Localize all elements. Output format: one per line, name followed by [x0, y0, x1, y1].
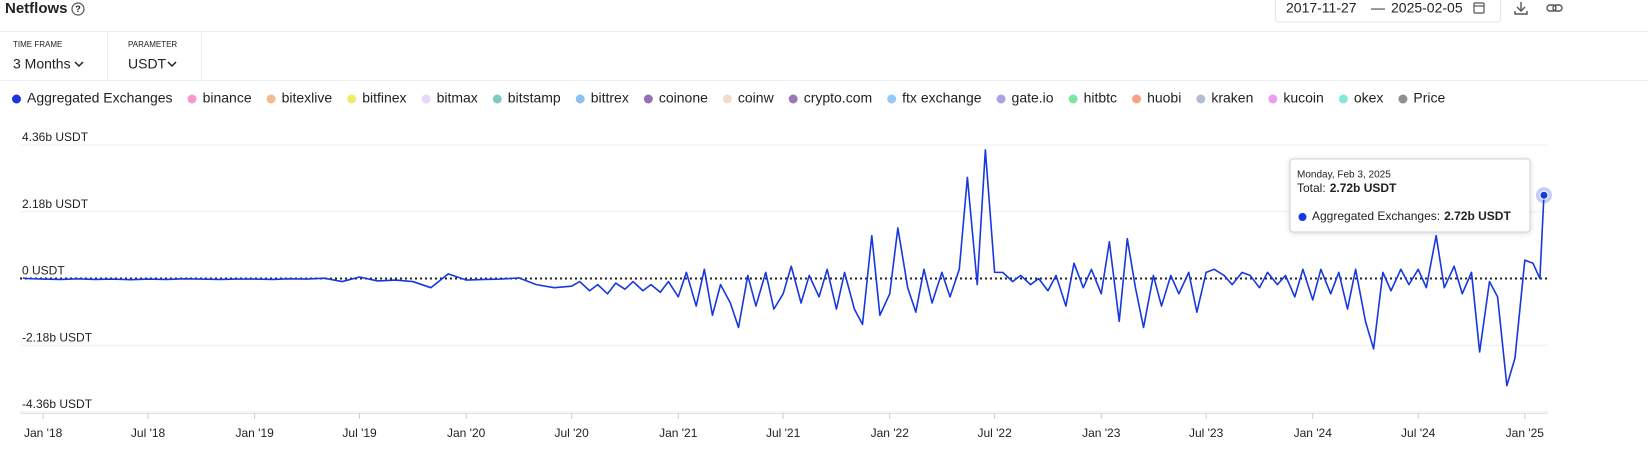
- legend-marker: [788, 94, 798, 104]
- legend-marker: [575, 94, 585, 104]
- y-tick-label: -2.18b USDT: [22, 330, 93, 344]
- legend-marker: [266, 94, 276, 104]
- tooltip-series-name: Aggregated Exchanges: [1312, 209, 1437, 223]
- tooltip-series-value: 2.72b USDT: [1444, 209, 1511, 223]
- legend-marker: [887, 94, 897, 104]
- x-tick-label: Jul '23: [1189, 426, 1224, 440]
- y-tick-label: 2.18b USDT: [22, 197, 89, 211]
- legend-marker: [1132, 94, 1142, 104]
- hover-point: [1539, 190, 1549, 200]
- legend-marker: [1196, 94, 1206, 104]
- legend-marker: [643, 94, 653, 104]
- x-tick-label: Jan '25: [1506, 426, 1545, 440]
- legend-marker: [1338, 94, 1348, 104]
- legend-marker: [722, 94, 732, 104]
- x-tick-label: Jul '24: [1401, 426, 1436, 440]
- x-tick-label: Jul '22: [977, 426, 1012, 440]
- share-link-icon[interactable]: [1546, 4, 1563, 12]
- dropdown-chevron[interactable]: [74, 61, 84, 68]
- date-range-picker[interactable]: [1275, 0, 1501, 23]
- legend-label[interactable]: Aggregated Exchanges: [27, 90, 173, 106]
- legend-marker: [187, 94, 197, 104]
- tooltip-total-label: Total:: [1297, 181, 1326, 195]
- x-tick-label: Jul '20: [554, 426, 589, 440]
- legend-label[interactable]: coinone: [659, 90, 708, 106]
- x-tick-label: Jul '18: [131, 426, 166, 440]
- legend-label[interactable]: coinw: [738, 90, 775, 106]
- tooltip-total-value: 2.72b USDT: [1330, 181, 1397, 195]
- tooltip-marker: [1298, 213, 1307, 221]
- legend-label[interactable]: crypto.com: [804, 90, 872, 106]
- x-tick-label: Jul '21: [766, 426, 801, 440]
- download-icon[interactable]: [1514, 2, 1528, 15]
- help-icon-glyph: ?: [75, 4, 81, 14]
- legend-label[interactable]: huobi: [1147, 90, 1181, 106]
- x-tick-label: Jan '23: [1082, 426, 1121, 440]
- y-tick-label: 4.36b USDT: [22, 130, 89, 144]
- date-separator: —: [1371, 0, 1385, 16]
- legend-label[interactable]: bitexlive: [282, 90, 333, 106]
- control-label: TIME FRAME: [13, 40, 62, 49]
- legend-marker: [1268, 94, 1278, 104]
- legend-label[interactable]: hitbtc: [1084, 90, 1117, 106]
- legend-label[interactable]: kucoin: [1283, 90, 1323, 106]
- legend-marker: [421, 94, 431, 104]
- x-tick-label: Jan '20: [447, 426, 486, 440]
- dropdown-chevron[interactable]: [167, 61, 177, 68]
- x-tick-label: Jan '24: [1294, 426, 1333, 440]
- legend-label[interactable]: gate.io: [1012, 90, 1054, 106]
- control-label: PARAMETER: [128, 40, 177, 49]
- date-from[interactable]: 2017-11-27: [1286, 0, 1357, 16]
- legend-marker: [492, 94, 502, 104]
- legend-marker: [1398, 94, 1408, 104]
- tooltip-date: Monday, Feb 3, 2025: [1297, 170, 1391, 181]
- help-icon[interactable]: [71, 2, 85, 16]
- legend-label[interactable]: ftx exchange: [902, 90, 982, 106]
- legend-label[interactable]: Price: [1413, 90, 1445, 106]
- y-tick-label: -4.36b USDT: [22, 397, 93, 411]
- legend-label[interactable]: kraken: [1211, 90, 1253, 106]
- legend-label[interactable]: bitstamp: [508, 90, 561, 106]
- control-value[interactable]: USDT: [128, 56, 167, 72]
- legend-label[interactable]: okex: [1354, 90, 1384, 106]
- x-tick-label: Jan '18: [24, 426, 63, 440]
- x-tick-label: Jul '19: [342, 426, 377, 440]
- tooltip-box: [1289, 158, 1531, 233]
- legend-label[interactable]: bitfinex: [362, 90, 406, 106]
- legend-marker: [347, 94, 357, 104]
- y-tick-label: 0 USDT: [22, 264, 65, 278]
- x-tick-label: Jan '22: [871, 426, 910, 440]
- control-value[interactable]: 3 Months: [13, 56, 71, 72]
- legend-label[interactable]: binance: [203, 90, 252, 106]
- date-to[interactable]: 2025-02-05: [1391, 0, 1463, 16]
- x-tick-label: Jan '21: [659, 426, 698, 440]
- panel-title: Netflows: [5, 0, 68, 17]
- tooltip-separator: :: [1437, 209, 1440, 223]
- x-tick-label: Jan '19: [236, 426, 275, 440]
- legend-label[interactable]: bitmax: [437, 90, 478, 106]
- calendar-icon[interactable]: [1473, 2, 1485, 14]
- legend-marker: [12, 94, 21, 104]
- legend-marker: [1068, 94, 1078, 104]
- legend-marker: [996, 94, 1006, 104]
- data-line: [22, 149, 1545, 387]
- legend-label[interactable]: bittrex: [591, 90, 629, 106]
